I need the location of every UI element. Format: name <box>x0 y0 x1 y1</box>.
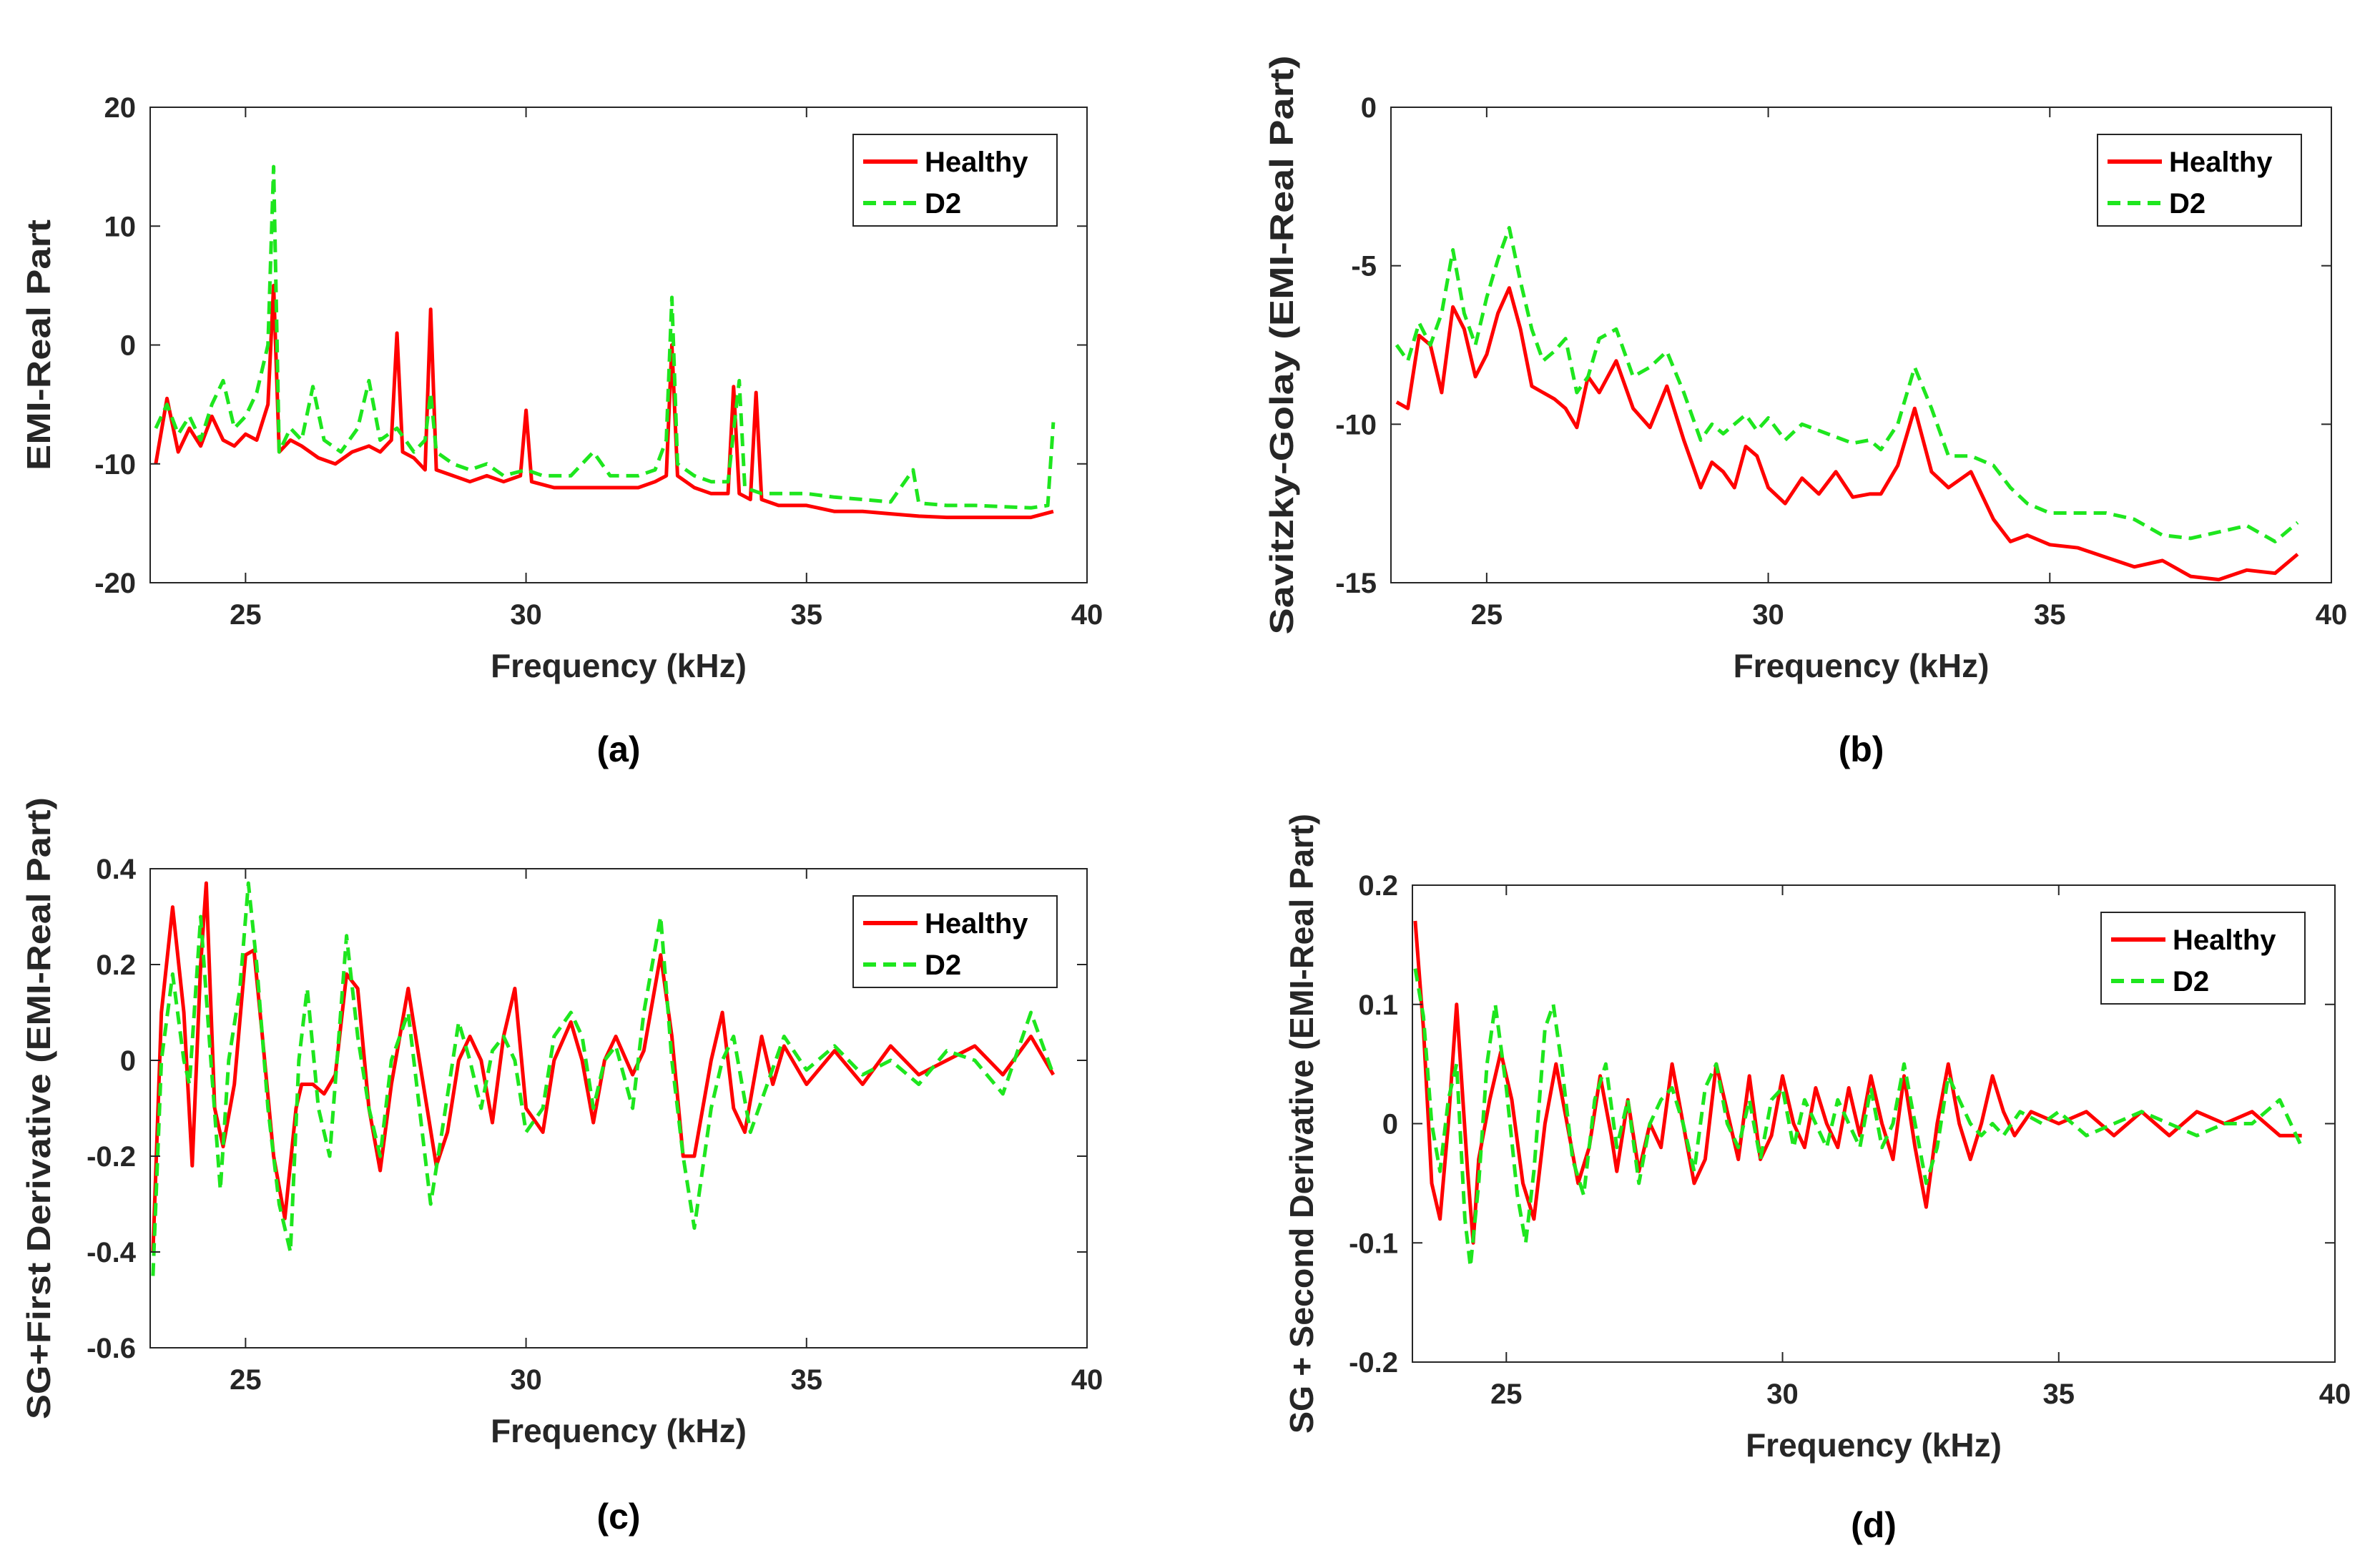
x-tick-label: 25 <box>1490 1379 1523 1410</box>
y-tick-label: -0.2 <box>1349 1347 1398 1379</box>
x-tick-label: 25 <box>230 599 262 631</box>
x-tick-label: 35 <box>2043 1379 2075 1410</box>
legend-label-d2: D2 <box>925 950 961 981</box>
y-tick-label: 0 <box>1361 92 1377 124</box>
legend: Healthy D2 <box>852 134 1058 227</box>
y-tick-label: 10 <box>104 211 137 242</box>
x-axis-label: Frequency (kHz) <box>491 647 747 684</box>
legend: Healthy D2 <box>852 895 1058 988</box>
x-tick-label: 40 <box>1071 599 1103 631</box>
x-tick-label: 35 <box>791 599 823 631</box>
legend-box <box>852 134 1058 227</box>
series-group <box>151 881 1056 1276</box>
plot-frame <box>149 868 1088 1348</box>
legend-box <box>2097 134 2302 227</box>
legend-box <box>2100 912 2306 1005</box>
chart-d: 25 30 35 40 -0.2 -0.1 0 0.1 0.2 Frequency (kHz) SG… <box>1283 814 2351 1545</box>
y-tick-label: -15 <box>1335 568 1377 599</box>
y-tick-label: -10 <box>1335 409 1377 440</box>
chart-c: 25 30 35 40 -0.6 -0.4 -0.2 0 0.2 0.4 Frequency (kH… <box>20 797 1103 1537</box>
series-line-healthy <box>151 881 1056 1253</box>
legend: Healthy D2 <box>2100 912 2306 1005</box>
x-axis-label: Frequency (kHz) <box>491 1412 747 1449</box>
legend-label-healthy: Healthy <box>925 908 1028 940</box>
series-group <box>154 164 1056 520</box>
y-tick-label: -5 <box>1351 251 1377 282</box>
series-line-healthy <box>1395 286 2299 582</box>
chart-b: 25 30 35 40 -15 -10 -5 0 Frequency (kHz) Savitzky… <box>1263 56 2347 770</box>
x-tick-label: 35 <box>2034 599 2066 631</box>
x-tick-label: 30 <box>1752 599 1784 631</box>
x-tick-label: 40 <box>1071 1364 1103 1396</box>
y-tick-label: 0.1 <box>1358 990 1398 1021</box>
plot-frame <box>1390 107 2332 583</box>
x-axis-label: Frequency (kHz) <box>1746 1426 2002 1464</box>
y-axis-label: SG + Second Derivative (EMI-Real Part) <box>1283 814 1320 1434</box>
legend-label-d2: D2 <box>925 188 961 220</box>
x-axis-label: Frequency (kHz) <box>1734 647 1990 684</box>
x-tick-label: 25 <box>230 1364 262 1396</box>
legend-label-healthy: Healthy <box>2169 147 2273 178</box>
panel-caption: (c) <box>596 1497 640 1537</box>
legend-label-healthy: Healthy <box>2173 925 2276 956</box>
series-line-d2 <box>1395 226 2299 543</box>
y-tick-label: -0.1 <box>1349 1228 1398 1259</box>
y-axis-label: EMI-Real Part <box>20 220 57 470</box>
legend-label-d2: D2 <box>2173 966 2209 997</box>
legend-box <box>852 895 1058 988</box>
y-tick-label: 0 <box>1382 1109 1398 1140</box>
series-group <box>1413 920 2303 1269</box>
y-tick-label: 0 <box>120 1045 136 1077</box>
y-tick-label: 0.2 <box>96 950 136 981</box>
series-line-d2 <box>151 881 1056 1276</box>
y-tick-label: -0.4 <box>87 1237 137 1268</box>
panel-caption: (d) <box>1851 1505 1897 1545</box>
y-tick-label: 20 <box>104 92 137 124</box>
series-group <box>1395 226 2299 582</box>
legend: Healthy D2 <box>2097 134 2302 227</box>
series-line-healthy <box>154 283 1054 520</box>
x-tick-label: 40 <box>2316 599 2348 631</box>
series-line-d2 <box>1413 968 2303 1269</box>
y-axis-label: SG+First Derivative (EMI-Real Part) <box>20 797 57 1419</box>
y-tick-label: 0 <box>120 330 136 362</box>
panel-caption: (a) <box>596 729 640 769</box>
x-tick-label: 30 <box>1766 1379 1799 1410</box>
x-tick-label: 25 <box>1471 599 1503 631</box>
y-tick-label: 0.4 <box>96 854 136 885</box>
y-tick-label: 0.2 <box>1358 870 1398 902</box>
y-tick-label: -20 <box>94 568 136 599</box>
y-tick-label: -0.2 <box>87 1141 136 1173</box>
y-axis-label: Savitzky-Golay (EMI-Real Part) <box>1263 56 1300 635</box>
x-tick-label: 30 <box>510 599 542 631</box>
x-tick-label: 30 <box>510 1364 542 1396</box>
legend-label-healthy: Healthy <box>925 147 1028 178</box>
legend-label-d2: D2 <box>2169 188 2206 220</box>
y-tick-label: -10 <box>94 449 136 480</box>
x-tick-label: 40 <box>2319 1379 2351 1410</box>
panel-caption: (b) <box>1839 729 1884 769</box>
y-tick-label: -0.6 <box>87 1333 136 1364</box>
series-line-d2 <box>154 164 1056 510</box>
chart-a: 25 30 35 40 -20 -10 0 10 20 Frequency (kHz) EMI-Re… <box>20 92 1103 769</box>
x-tick-label: 35 <box>791 1364 823 1396</box>
